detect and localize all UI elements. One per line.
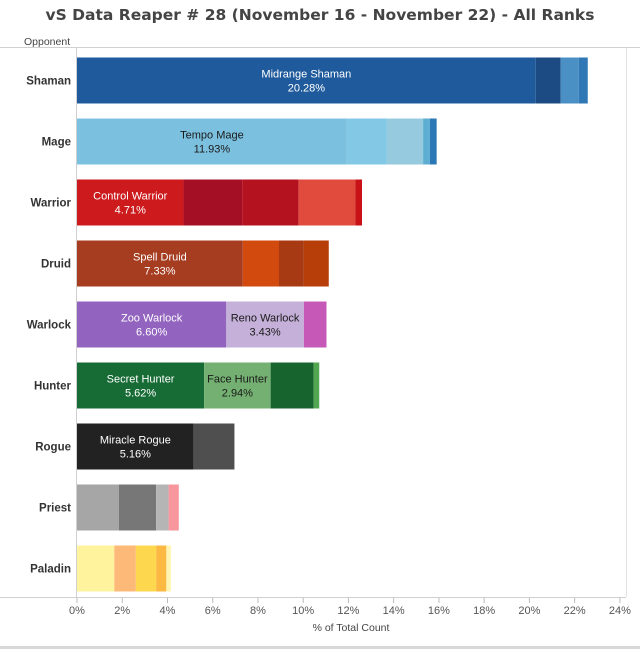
x-tick-label: 14% [383,605,405,617]
x-tick-label: 18% [473,605,495,617]
x-tick-label: 2% [114,605,130,617]
category-label-warlock: Warlock [27,320,72,332]
bar-segment-warrior-2 [242,179,299,226]
bar-segment-priest-3 [168,484,179,531]
category-label-shaman: Shaman [26,76,71,88]
x-tick-label: 4% [160,605,176,617]
bar-segment-shaman-2 [560,57,579,104]
bar-segment-warrior-4 [355,179,363,226]
segment-value: 11.93% [194,144,231,156]
segment-value: 6.60% [136,327,167,339]
y-axis-label: Opponent [24,36,71,48]
chart-title: vS Data Reaper # 28 (November 16 - Novem… [45,6,595,24]
segment-label: Zoo Warlock [121,313,183,325]
x-tick-label: 22% [564,605,586,617]
bar-segment-warlock-2 [303,301,327,348]
category-label-druid: Druid [41,259,71,271]
bar-segment-rogue-0 [77,423,194,470]
bar-segment-mage-0 [77,118,347,165]
x-tick-label: 24% [609,605,631,617]
category-label-paladin: Paladin [30,564,71,576]
bar-segment-druid-0 [77,240,243,287]
segment-value: 20.28% [288,83,326,95]
bar-segment-paladin-3 [156,545,167,592]
x-tick-label: 0% [69,605,85,617]
x-axis-title: % of Total Count [313,622,390,634]
bar-segment-warlock-1 [226,301,304,348]
segment-label: Spell Druid [133,252,187,264]
x-tick-label: 12% [337,605,359,617]
bar-segment-hunter-1 [204,362,271,409]
bar-segment-shaman-0 [77,57,536,104]
segment-value: 5.16% [120,449,151,461]
bar-segment-priest-1 [118,484,157,531]
segment-label: Control Warrior [93,191,167,203]
segment-value: 3.43% [249,327,280,339]
bar-segment-hunter-2 [270,362,314,409]
x-tick-label: 6% [205,605,221,617]
bar-segment-shaman-3 [578,57,588,104]
segment-label: Reno Warlock [231,313,300,325]
bar-segment-druid-2 [278,240,304,287]
bar-segment-mage-2 [386,118,424,165]
x-tick-label: 20% [518,605,540,617]
category-label-warrior: Warrior [31,198,72,210]
segment-value: 4.71% [115,205,146,217]
bar-segment-rogue-1 [193,423,235,470]
bar-segment-mage-1 [346,118,387,165]
bar-segment-warlock-0 [77,301,227,348]
segment-value: 5.62% [125,388,156,400]
bar-segment-priest-0 [77,484,119,531]
segment-label: Tempo Mage [180,130,244,142]
bar-segment-druid-3 [303,240,329,287]
bar-segment-hunter-0 [77,362,205,409]
category-label-mage: Mage [42,137,71,149]
segment-label: Miracle Rogue [100,435,171,447]
x-tick-label: 10% [292,605,314,617]
bar-segment-priest-2 [156,484,169,531]
segment-label: Secret Hunter [107,374,175,386]
segment-label: Face Hunter [207,374,268,386]
x-tick-label: 8% [250,605,266,617]
category-label-priest: Priest [39,503,71,515]
category-label-hunter: Hunter [34,381,72,393]
segment-value: 2.94% [222,388,253,400]
bar-segment-druid-1 [242,240,279,287]
bar-segment-paladin-1 [114,545,136,592]
footer-divider [0,646,640,649]
bar-segment-warrior-0 [77,179,184,226]
x-tick-label: 16% [428,605,450,617]
bar-segment-warrior-1 [183,179,243,226]
category-label-rogue: Rogue [35,442,71,454]
bar-segment-mage-3 [423,118,430,165]
bar-segment-warrior-3 [298,179,356,226]
bar-segment-paladin-4 [166,545,171,592]
bar-segment-paladin-2 [135,545,157,592]
segment-label: Midrange Shaman [261,69,351,81]
bar-segment-paladin-0 [77,545,115,592]
segment-value: 7.33% [144,266,175,278]
bar-segment-shaman-1 [535,57,561,104]
bar-segment-mage-4 [429,118,437,165]
bar-segment-hunter-3 [313,362,320,409]
